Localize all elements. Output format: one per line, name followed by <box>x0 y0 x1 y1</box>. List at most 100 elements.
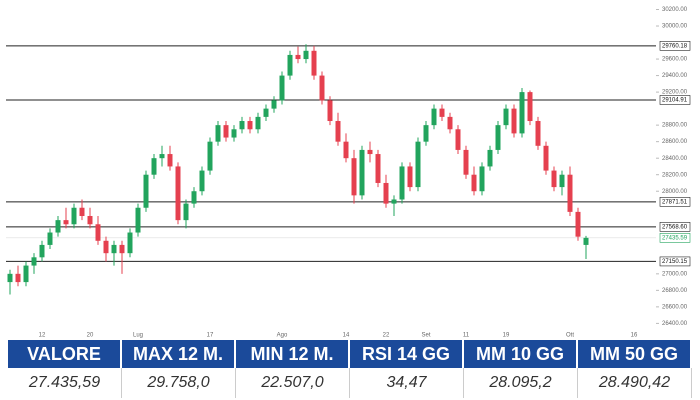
candle-body <box>535 121 541 146</box>
value-cell: 28.095,2 <box>464 368 578 398</box>
value-cell: 28.490,42 <box>578 368 692 398</box>
y-tick-label: 29200.00 <box>662 90 688 96</box>
candle-body <box>519 92 525 134</box>
candle-body <box>191 191 197 204</box>
candle-body <box>335 121 341 142</box>
candle-body <box>431 108 437 126</box>
candle-body <box>103 240 109 254</box>
candle-body <box>327 100 333 122</box>
candle-body <box>423 125 429 142</box>
candle-body <box>487 149 493 167</box>
level-label: 29760.18 <box>662 43 688 49</box>
candle-body <box>319 75 325 101</box>
candle-body <box>207 141 213 171</box>
y-tick-label: 26800.00 <box>662 288 688 294</box>
candle-body <box>583 237 589 245</box>
value-cell: 22.507,0 <box>236 368 350 398</box>
y-tick-label: 26400.00 <box>662 321 688 327</box>
candle-body <box>367 149 373 155</box>
y-tick-label: 26600.00 <box>662 304 688 310</box>
y-tick-label: 28400.00 <box>662 156 688 162</box>
level-label-box <box>659 256 691 267</box>
candle-body <box>31 257 37 266</box>
candle-body <box>175 166 181 221</box>
y-tick-label: 28200.00 <box>662 172 688 178</box>
candle-body <box>511 108 517 134</box>
candle-body <box>143 174 149 208</box>
y-tick-label: 28800.00 <box>662 123 688 129</box>
candle-body <box>383 182 389 204</box>
y-tick-label: 29400.00 <box>662 73 688 79</box>
candle-body <box>287 54 293 76</box>
candle-body <box>415 141 421 188</box>
candle-body <box>439 108 445 117</box>
x-tick-label: Lug <box>133 333 143 339</box>
candle-body <box>391 199 397 204</box>
value-cell: 34,47 <box>350 368 464 398</box>
x-tick-label: 12 <box>39 333 46 339</box>
y-tick-label: 28000.00 <box>662 189 688 195</box>
candle-body <box>471 174 477 192</box>
candle-body <box>263 108 269 117</box>
x-tick-label: Ott <box>566 333 574 339</box>
candle-body <box>527 92 533 122</box>
header-cell: MM 50 GG <box>578 340 692 368</box>
candle-body <box>503 108 509 126</box>
value-cell: 29.758,0 <box>122 368 236 398</box>
candle-body <box>111 244 117 254</box>
candle-body <box>127 232 133 254</box>
candle-body <box>543 145 549 171</box>
candle-body <box>63 220 69 225</box>
candle-body <box>95 224 101 241</box>
candle-body <box>359 149 365 196</box>
candle-body <box>255 116 261 130</box>
candle-body <box>559 174 565 188</box>
candle-body <box>247 121 253 130</box>
candle-body <box>231 129 237 138</box>
candle-body <box>151 158 157 175</box>
candle-body <box>71 207 77 225</box>
candle-body <box>455 129 461 150</box>
candle-body <box>87 216 93 225</box>
y-tick-label: 27000.00 <box>662 271 688 277</box>
level-label: 29104.91 <box>662 98 688 104</box>
x-tick-label: 14 <box>343 333 350 339</box>
candle-body <box>407 166 413 188</box>
candle-body <box>295 54 301 60</box>
candle-body <box>159 154 165 159</box>
candle-body <box>351 158 357 196</box>
value-row: 27.435,59 29.758,0 22.507,0 34,47 28.095,2 28… <box>8 368 692 398</box>
candle-body <box>271 100 277 109</box>
x-tick-label: 22 <box>383 333 390 339</box>
candle-body <box>567 174 573 212</box>
level-label: 27871.51 <box>662 199 688 205</box>
y-tick-label: 30000.00 <box>662 24 688 30</box>
candle-body <box>23 265 29 283</box>
candle-body <box>343 141 349 159</box>
last-price-box <box>659 233 691 243</box>
candle-body <box>119 244 125 254</box>
candle-body <box>15 273 21 283</box>
candle-body <box>375 154 381 183</box>
candle-body <box>79 207 85 217</box>
candle-body <box>279 75 285 101</box>
candle-body <box>551 170 557 188</box>
level-label: 27150.15 <box>662 259 688 265</box>
x-tick-label: 16 <box>631 333 638 339</box>
x-tick-label: 17 <box>207 333 214 339</box>
chart: 26400.00 26600.00 26800.00 27000.00 28000.00… <box>6 7 691 339</box>
candle-body <box>303 50 309 60</box>
header-row: VALORE MAX 12 M. MIN 12 M. RSI 14 GG MM 10 G… <box>8 340 692 368</box>
header-cell: VALORE <box>8 340 122 368</box>
x-tick-label: Set <box>421 333 430 339</box>
candle-body <box>55 220 61 233</box>
candle-body <box>47 232 53 245</box>
candle-body <box>575 211 581 237</box>
level-label-box <box>659 41 691 51</box>
candle-body <box>463 149 469 175</box>
candle-body <box>215 125 221 142</box>
header-cell: MAX 12 M. <box>122 340 236 368</box>
candle-body <box>167 154 173 167</box>
candle-body <box>447 116 453 130</box>
